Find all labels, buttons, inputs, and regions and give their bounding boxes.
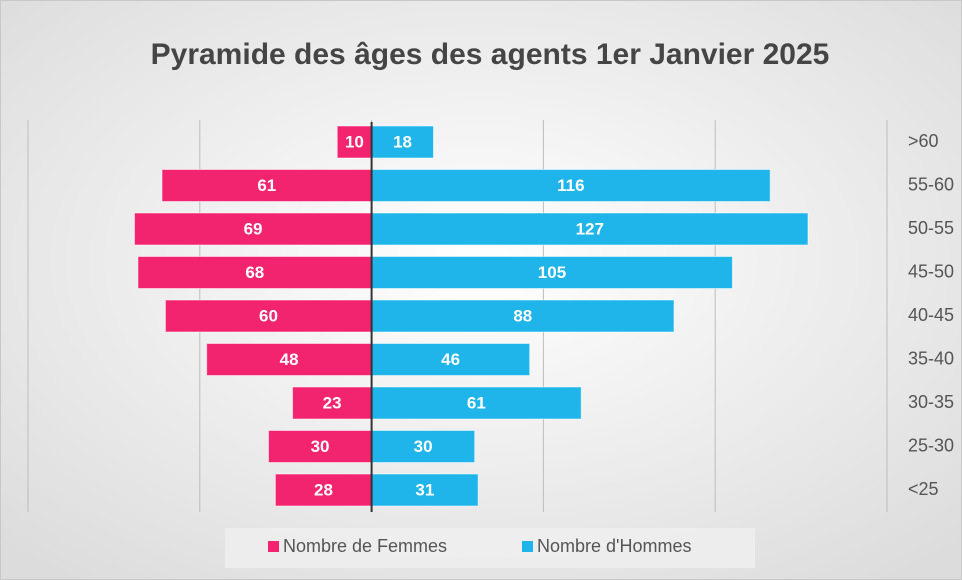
bar [371, 169, 771, 202]
data-label: 46 [441, 350, 460, 369]
bar [134, 212, 373, 246]
data-label: 30 [414, 437, 433, 456]
bar [371, 256, 733, 289]
data-label: 68 [245, 263, 264, 282]
data-label: 61 [467, 393, 486, 412]
data-label: 28 [314, 480, 333, 499]
bar [371, 386, 582, 420]
bar [137, 256, 373, 289]
category-label: 45-50 [908, 261, 954, 281]
category-label: 30-35 [908, 392, 954, 412]
bar [371, 212, 809, 246]
bar [292, 386, 373, 420]
category-label: 55-60 [908, 174, 954, 194]
legend-box [225, 528, 755, 568]
category-label: >60 [908, 131, 939, 151]
data-label: 30 [311, 437, 330, 456]
bar [371, 430, 476, 463]
bar [371, 299, 675, 333]
legend-label: Nombre d'Hommes [537, 536, 691, 556]
bar [164, 299, 373, 333]
category-label: 50-55 [908, 218, 954, 238]
data-label: 48 [280, 350, 299, 369]
data-label: 10 [345, 132, 364, 151]
bar [268, 430, 373, 463]
data-label: 116 [557, 176, 584, 195]
category-label: 25-30 [908, 435, 954, 455]
category-label: 40-45 [908, 305, 954, 325]
legend-swatch [522, 541, 533, 552]
bar [206, 343, 373, 376]
data-label: 60 [259, 306, 278, 325]
chart-title: Pyramide des âges des agents 1er Janvier… [151, 38, 830, 71]
bar [371, 343, 531, 376]
data-label: 61 [257, 176, 276, 195]
bar [371, 473, 479, 507]
data-label: 31 [415, 480, 434, 499]
category-label: 35-40 [908, 348, 954, 368]
bar [161, 169, 373, 202]
data-label: 105 [538, 263, 566, 282]
data-label: 18 [393, 132, 412, 151]
category-label: <25 [908, 479, 939, 499]
legend-label: Nombre de Femmes [283, 536, 447, 556]
data-label: 69 [244, 219, 263, 238]
data-label: 88 [513, 306, 532, 325]
data-label: 23 [323, 393, 342, 412]
bar [274, 473, 373, 507]
data-label: 127 [576, 219, 604, 238]
legend-swatch [268, 541, 279, 552]
